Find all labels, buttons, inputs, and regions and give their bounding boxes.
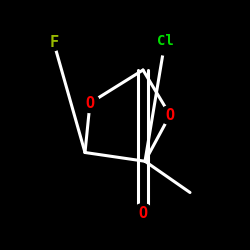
Circle shape <box>80 94 100 112</box>
Circle shape <box>151 28 179 55</box>
Text: O: O <box>86 96 94 110</box>
Text: Cl: Cl <box>156 34 174 48</box>
Text: O: O <box>166 108 174 122</box>
Circle shape <box>160 106 180 124</box>
Circle shape <box>46 34 62 50</box>
Text: O: O <box>138 206 147 220</box>
Circle shape <box>134 204 152 223</box>
Text: F: F <box>49 35 58 50</box>
